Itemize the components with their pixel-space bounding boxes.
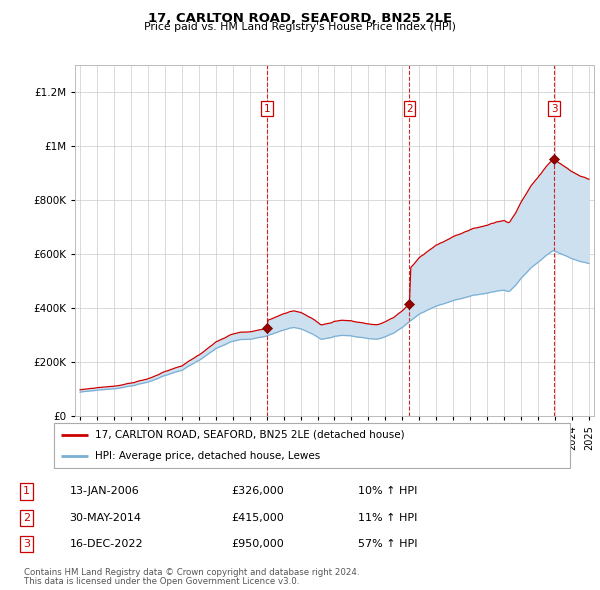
Text: HPI: Average price, detached house, Lewes: HPI: Average price, detached house, Lewe…	[95, 451, 320, 461]
Text: 1: 1	[23, 487, 30, 496]
Text: 3: 3	[23, 539, 30, 549]
Text: Price paid vs. HM Land Registry's House Price Index (HPI): Price paid vs. HM Land Registry's House …	[144, 22, 456, 32]
Text: 10% ↑ HPI: 10% ↑ HPI	[358, 487, 417, 496]
FancyBboxPatch shape	[53, 423, 571, 468]
Text: 1: 1	[264, 104, 271, 114]
Text: 17, CARLTON ROAD, SEAFORD, BN25 2LE: 17, CARLTON ROAD, SEAFORD, BN25 2LE	[148, 12, 452, 25]
Text: Contains HM Land Registry data © Crown copyright and database right 2024.: Contains HM Land Registry data © Crown c…	[24, 568, 359, 576]
Text: 13-JAN-2006: 13-JAN-2006	[70, 487, 139, 496]
Text: This data is licensed under the Open Government Licence v3.0.: This data is licensed under the Open Gov…	[24, 577, 299, 586]
Text: £326,000: £326,000	[231, 487, 284, 496]
Text: 2: 2	[23, 513, 30, 523]
Text: 11% ↑ HPI: 11% ↑ HPI	[358, 513, 417, 523]
Text: 17, CARLTON ROAD, SEAFORD, BN25 2LE (detached house): 17, CARLTON ROAD, SEAFORD, BN25 2LE (det…	[95, 430, 405, 440]
Text: 2: 2	[406, 104, 413, 114]
Text: £415,000: £415,000	[231, 513, 284, 523]
Text: 57% ↑ HPI: 57% ↑ HPI	[358, 539, 417, 549]
Text: £950,000: £950,000	[231, 539, 284, 549]
Text: 16-DEC-2022: 16-DEC-2022	[70, 539, 143, 549]
Text: 30-MAY-2014: 30-MAY-2014	[70, 513, 142, 523]
Text: 3: 3	[551, 104, 557, 114]
